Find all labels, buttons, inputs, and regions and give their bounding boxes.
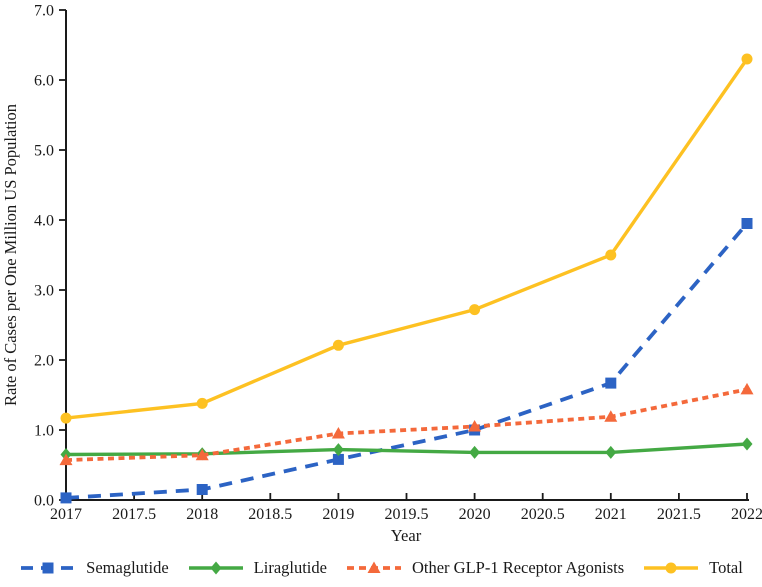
data-point-total bbox=[60, 412, 72, 424]
legend-label-liraglutide: Liraglutide bbox=[253, 557, 327, 577]
data-point-semaglutide bbox=[196, 484, 208, 495]
data-point-other-glp-1-receptor-agonists bbox=[468, 420, 482, 432]
legend-swatch-square-icon bbox=[21, 562, 76, 573]
series-line-semaglutide bbox=[65, 222, 749, 500]
series-liraglutide bbox=[60, 437, 753, 461]
data-point-semaglutide bbox=[332, 453, 344, 465]
x-tick-label: 2020 bbox=[459, 506, 491, 523]
series-line-total bbox=[65, 58, 749, 420]
series-line-liraglutide bbox=[65, 442, 748, 457]
legend-item-semaglutide: Semaglutide bbox=[19, 557, 169, 578]
legend-item-total: Total bbox=[642, 558, 743, 578]
legend-label-total: Total bbox=[709, 557, 743, 577]
y-tick-label: 2.0 bbox=[34, 353, 54, 370]
data-point-semaglutide bbox=[60, 492, 72, 504]
legend-marker-diamond bbox=[210, 561, 222, 574]
x-tick-label: 2018 bbox=[186, 506, 218, 523]
series-total bbox=[60, 53, 753, 424]
x-tick-label: 2022 bbox=[731, 506, 762, 523]
legend-marker-square bbox=[42, 562, 54, 573]
y-tick-label: 5.0 bbox=[34, 143, 54, 160]
series-semaglutide bbox=[60, 218, 753, 504]
legend-item-other-glp-1-receptor-agonists: Other GLP-1 Receptor Agonists bbox=[345, 558, 624, 578]
y-tick-label: 6.0 bbox=[34, 73, 54, 90]
legend-swatch-triangle-icon bbox=[346, 561, 401, 573]
y-tick-label: 7.0 bbox=[34, 3, 54, 20]
data-point-semaglutide bbox=[605, 377, 617, 389]
legend-marker-triangle bbox=[367, 561, 381, 573]
line-chart-canvas: 0.0 1.0 2.0 3.0 4.0 5.0 6.0 7.0 2017 2017.5 2018 20… bbox=[1, 3, 762, 546]
series-line-other-glp-1-receptor-agonists bbox=[65, 387, 748, 462]
data-point-liraglutide bbox=[332, 443, 344, 457]
data-point-liraglutide bbox=[469, 445, 481, 459]
x-tick-label: 2017.5 bbox=[112, 506, 156, 523]
data-point-liraglutide bbox=[605, 445, 617, 459]
y-tick-label: 0.0 bbox=[34, 493, 54, 510]
x-tick-label: 2020.5 bbox=[521, 506, 565, 523]
legend-swatch-circle-icon bbox=[644, 562, 699, 573]
x-tick-label: 2019.5 bbox=[385, 506, 429, 523]
data-point-other-glp-1-receptor-agonists bbox=[195, 448, 209, 461]
data-point-other-glp-1-receptor-agonists bbox=[604, 410, 618, 422]
data-point-semaglutide bbox=[741, 218, 753, 229]
data-point-liraglutide bbox=[741, 437, 753, 451]
x-tick-label: 2017 bbox=[50, 506, 82, 523]
data-point-total bbox=[741, 53, 753, 65]
legend-label-other-glp-1-receptor-agonists: Other GLP-1 Receptor Agonists bbox=[411, 557, 625, 577]
y-tick-label: 1.0 bbox=[34, 423, 54, 440]
x-tick-label: 2018.5 bbox=[248, 506, 292, 523]
data-point-total bbox=[469, 304, 481, 316]
legend-swatch-diamond-icon bbox=[188, 561, 243, 574]
x-tick-label: 2021 bbox=[595, 506, 627, 523]
data-point-total bbox=[605, 249, 617, 261]
y-axis-label: Rate of Cases per One Million US Populat… bbox=[1, 104, 20, 406]
data-point-total bbox=[332, 339, 344, 351]
legend-marker-circle bbox=[665, 562, 677, 573]
data-point-total bbox=[196, 397, 208, 409]
x-tick-label: 2021.5 bbox=[657, 506, 701, 523]
axes-frame bbox=[65, 10, 749, 501]
legend-label-semaglutide: Semaglutide bbox=[86, 557, 169, 577]
data-point-other-glp-1-receptor-agonists bbox=[740, 382, 754, 395]
legend-item-liraglutide: Liraglutide bbox=[187, 558, 327, 578]
y-tick-label: 4.0 bbox=[34, 213, 54, 230]
data-point-other-glp-1-receptor-agonists bbox=[59, 453, 73, 466]
series-other-glp-1-receptor-agonists bbox=[59, 382, 754, 466]
x-axis-label: Year bbox=[391, 526, 422, 545]
y-tick-label: 3.0 bbox=[34, 283, 54, 300]
x-tick-label: 2019 bbox=[322, 506, 354, 523]
chart-legend: Semaglutide Liraglutide Other GLP-1 Recept… bbox=[0, 548, 762, 587]
data-point-other-glp-1-receptor-agonists bbox=[331, 427, 345, 439]
